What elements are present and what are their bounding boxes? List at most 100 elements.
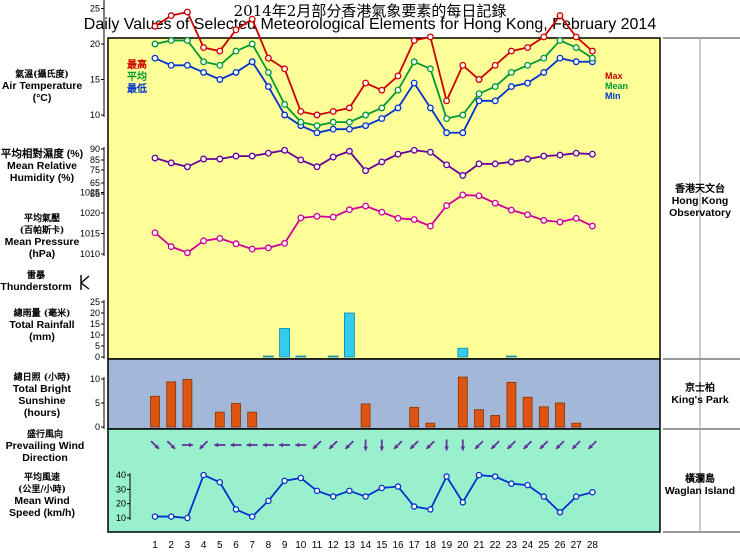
wind-speed-point <box>232 506 240 513</box>
humidity-point <box>216 155 224 163</box>
wind-speed-point <box>556 509 564 516</box>
temp-mean-point <box>345 118 353 126</box>
pressure-point <box>459 191 467 199</box>
temp-mean-point <box>216 61 224 69</box>
temp-mean-point <box>362 111 370 119</box>
temp-min-point <box>216 76 224 83</box>
station-observatory-label: 香港天文台 <box>675 182 725 195</box>
wind-arrow-head <box>189 442 193 448</box>
day-tick-label: 18 <box>425 540 437 551</box>
temp-max-point <box>264 54 272 62</box>
temp-max-point <box>313 111 321 119</box>
wind-arrow <box>230 442 242 448</box>
pressure-label: Mean Pressure <box>5 236 80 248</box>
wind-arrow <box>295 442 307 448</box>
day-tick-label: 24 <box>522 540 534 551</box>
wind-arrow-head <box>329 444 334 449</box>
wind-arrow-head <box>313 444 318 449</box>
humidity-point <box>556 151 564 159</box>
temp-mean-point <box>556 37 564 44</box>
wind-speed-point <box>297 474 305 482</box>
legend-left-item: 最高 <box>127 58 147 71</box>
observatory-panel <box>107 37 661 360</box>
temp-mean-point <box>507 68 515 76</box>
pressure-point <box>540 216 548 224</box>
rainfall-tick-label: 0 <box>95 352 100 362</box>
sunshine-bar <box>214 411 225 428</box>
humidity-point <box>232 152 240 160</box>
wind-speed-point <box>410 503 418 510</box>
wind-speed-point <box>248 513 256 520</box>
temperature-label: (°C) <box>33 92 52 104</box>
axes <box>101 0 740 533</box>
temp-max-point <box>426 33 434 41</box>
sunshine-bar <box>538 406 549 428</box>
wind-speed-point <box>491 473 499 480</box>
humidity-label: 平均相對濕度 (%) <box>1 147 83 160</box>
humidity-point <box>426 148 434 156</box>
temp-max-point <box>167 12 175 20</box>
temp-min-point <box>491 97 499 105</box>
temperature-tick-label: 15 <box>90 75 100 85</box>
temp-mean-point <box>151 40 159 48</box>
temp-min-point <box>329 125 337 133</box>
humidity-point <box>200 155 208 163</box>
day-tick-label: 3 <box>185 540 191 551</box>
temp-min-point <box>507 83 515 91</box>
wind-arrow-head <box>199 444 205 449</box>
legend-left-item: 平均 <box>127 70 147 83</box>
wind-arrow <box>523 440 533 450</box>
temperature-tick-label: 20 <box>90 39 100 49</box>
humidity-point <box>362 167 370 175</box>
pressure-point <box>248 245 256 253</box>
pressure-point <box>475 192 483 200</box>
wind-arrow <box>150 440 160 450</box>
temp-min-point <box>281 111 289 119</box>
wind-speed-label: Speed (km/h) <box>9 507 75 519</box>
lightning-icon-stroke <box>80 275 90 290</box>
pressure-label: (百帕斯卡) <box>20 224 65 236</box>
wind-arrow <box>490 440 500 450</box>
pressure-point <box>313 212 321 220</box>
sunshine-bar <box>425 422 436 428</box>
sunshine-panel <box>107 358 661 430</box>
rainfall-tick-label: 5 <box>95 341 100 351</box>
temp-mean-point <box>281 100 289 108</box>
wind-arrow <box>474 440 484 450</box>
rainfall-bar <box>343 312 355 358</box>
temp-min-point <box>264 83 272 91</box>
temp-mean-point <box>475 90 483 98</box>
wind-arrow-head <box>588 444 593 449</box>
legend-left-item: 最低 <box>127 82 147 95</box>
wind-speed-tick-label: 20 <box>116 499 126 509</box>
legend-right-item: Max <box>605 71 623 81</box>
pressure-point <box>378 208 386 216</box>
wind-speed-point <box>167 513 175 520</box>
pressure-label: 平均氣壓 <box>24 212 60 224</box>
wind-speed-point <box>313 487 321 495</box>
temp-min-point <box>248 58 256 66</box>
day-tick-label: 10 <box>295 540 307 551</box>
wind-speed-point <box>346 487 353 495</box>
sunshine-tick-label: 5 <box>95 398 100 408</box>
temperature-label: 氣溫(攝氏度) <box>15 68 69 80</box>
pressure-point <box>507 206 515 214</box>
humidity-point <box>410 146 418 154</box>
temperature-tick-label: 10 <box>90 110 100 120</box>
pressure-point <box>183 249 191 257</box>
pressure-point <box>394 214 402 222</box>
sunshine-label: 總日照 (小時) <box>14 371 71 383</box>
sunshine-tick-label: 10 <box>90 374 100 384</box>
temp-mean-point <box>200 58 208 66</box>
wind-speed-point <box>572 493 580 500</box>
temperature-tick-label: 25 <box>90 4 100 14</box>
day-tick-label: 23 <box>506 540 518 551</box>
temp-max-point <box>394 72 402 80</box>
temp-max-point <box>524 44 532 51</box>
humidity-label: Humidity (%) <box>10 172 74 184</box>
temp-mean-point <box>524 61 532 69</box>
temp-max-point <box>216 47 224 55</box>
wind-direction-label: Direction <box>22 452 68 464</box>
pressure-point <box>426 222 434 230</box>
pressure-point <box>232 240 240 248</box>
